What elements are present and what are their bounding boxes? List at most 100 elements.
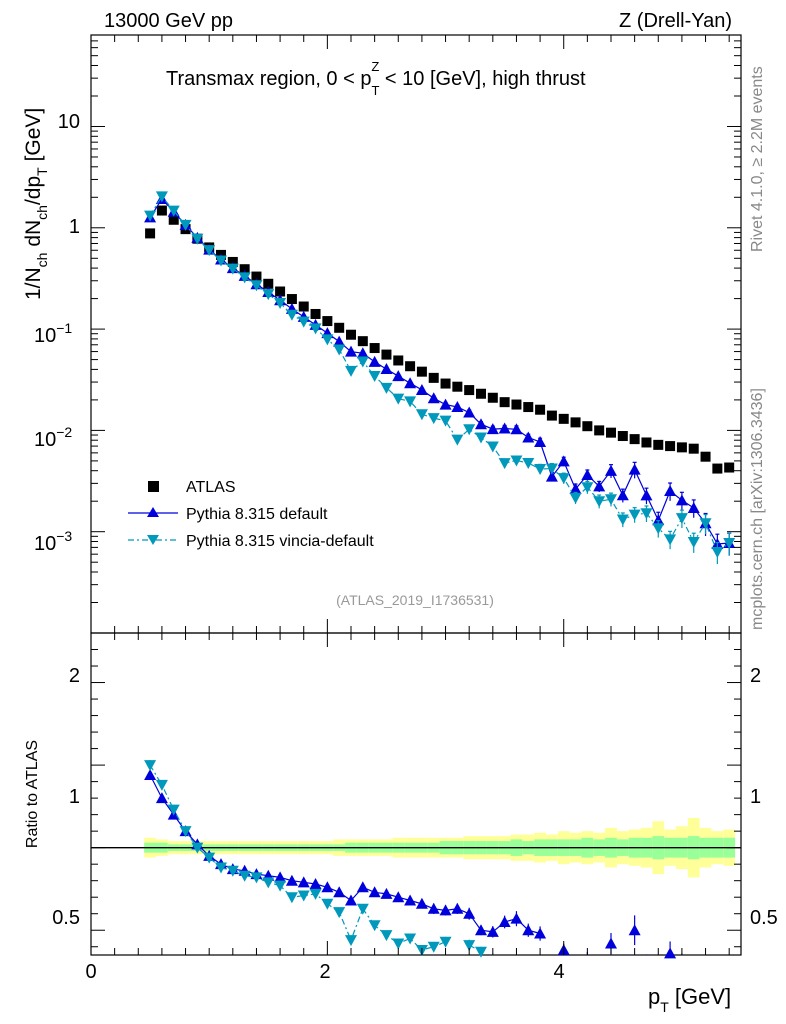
mc-point-vincia	[522, 458, 535, 470]
mc-point-default	[652, 514, 665, 526]
mc-point-default	[333, 335, 346, 347]
mc-ratio-point-vincia	[380, 930, 393, 942]
mc-point-vincia	[380, 382, 393, 394]
mc-point-default	[534, 436, 547, 448]
mc-point-vincia	[687, 536, 700, 548]
mc-point-vincia	[451, 434, 464, 446]
atlas-point	[322, 316, 333, 327]
mc-point-default	[640, 489, 653, 501]
ratio-tick-label-05-left: 0.5	[52, 907, 80, 929]
atlas-point	[464, 385, 475, 396]
mc-point-vincia	[557, 473, 570, 485]
mc-point-vincia	[475, 432, 487, 444]
y-tick-label-1: 1	[69, 216, 80, 238]
mc-point-default	[557, 455, 570, 467]
process-label: Z (Drell-Yan)	[619, 10, 732, 32]
mc-point-vincia	[415, 409, 428, 421]
atlas-point	[653, 439, 664, 450]
mc-point-vincia	[534, 463, 547, 475]
mc-ratio-point-default	[605, 937, 617, 949]
mc-ratio-point-default	[274, 871, 287, 883]
atlas-point	[511, 399, 522, 410]
atlas-point	[145, 228, 156, 239]
mc-point-default	[404, 377, 417, 389]
atlas-point	[369, 343, 380, 354]
legend-label-vincia: Pythia 8.315 vincia-default	[186, 533, 374, 550]
mc-ratio-point-default	[498, 915, 511, 927]
mc-ratio-point-vincia	[321, 898, 334, 910]
mc-point-vincia	[404, 396, 417, 408]
mc-ratio-point-default	[333, 886, 346, 898]
ratio-tick-label-1-left: 1	[69, 786, 80, 808]
mc-ratio-point-default	[439, 904, 452, 916]
atlas-point	[641, 437, 652, 448]
mc-point-vincia	[498, 458, 511, 470]
mc-point-vincia	[297, 316, 310, 328]
mc-ratio-point-vincia	[191, 842, 204, 854]
mc-point-vincia	[203, 245, 216, 257]
mc-point-default	[427, 392, 440, 404]
mc-point-default	[439, 398, 452, 410]
mcplots-label: mcplots.cern.ch [arXiv:1306.3436]	[749, 388, 766, 630]
mc-point-default	[628, 463, 641, 475]
atlas-point	[346, 329, 356, 340]
atlas-point	[606, 427, 616, 438]
mc-point-vincia	[593, 496, 606, 508]
mc-point-default	[415, 383, 428, 395]
mc-ratio-point-vincia	[356, 903, 369, 915]
mc-ratio-point-vincia	[274, 880, 287, 892]
mc-point-vincia	[628, 509, 641, 521]
mc-point-default	[498, 422, 511, 434]
mc-ratio-point-vincia	[226, 865, 239, 877]
atlas-point	[227, 256, 238, 267]
mc-ratio-point-default	[285, 874, 298, 886]
mc-point-vincia	[545, 463, 558, 475]
mc-ratio-point-vincia	[309, 888, 322, 900]
mc-point-vincia	[463, 424, 476, 436]
mc-point-vincia	[392, 393, 405, 405]
mc-ratio-point-default	[345, 894, 357, 906]
mc-point-vincia	[723, 537, 736, 549]
main-y-tick-labels: 10 1 10−1 10−2 10−3	[34, 111, 80, 555]
mc-point-default	[463, 406, 476, 418]
atlas-point	[440, 378, 451, 389]
analysis-id-label: (ATLAS_2019_I1736531)	[336, 592, 494, 608]
mc-point-default	[616, 489, 629, 501]
atlas-point	[523, 402, 534, 413]
atlas-point	[499, 397, 510, 408]
mc-point-vincia	[191, 233, 204, 245]
atlas-point	[286, 294, 297, 305]
mc-ratio-point-vincia	[404, 933, 417, 945]
mc-point-vincia	[605, 494, 617, 506]
legend-label-default: Pythia 8.315 default	[186, 506, 328, 523]
mc-point-vincia	[333, 344, 346, 356]
legend-label-atlas: ATLAS	[186, 479, 236, 496]
mc-point-vincia	[144, 210, 157, 222]
mc-ratio-point-default	[664, 947, 677, 959]
mc-point-vincia	[215, 255, 227, 267]
x-axis-label: pT [GeV]	[648, 984, 731, 1015]
mc-ratio-point-vincia	[345, 935, 357, 947]
atlas-point	[570, 417, 581, 428]
collision-label: 13000 GeV pp	[104, 10, 233, 32]
mc-point-default	[368, 355, 381, 367]
mc-point-default	[675, 494, 688, 506]
atlas-point	[251, 271, 262, 282]
mc-ratio-point-vincia	[427, 941, 440, 953]
atlas-point	[428, 372, 439, 383]
mc-point-vincia	[274, 297, 287, 309]
atlas-point	[700, 451, 711, 462]
ratio-panel	[90, 632, 742, 959]
mc-ratio-point-default	[628, 924, 641, 936]
mc-point-default	[569, 482, 582, 494]
legend-marker-default	[147, 507, 159, 517]
atlas-point	[263, 278, 274, 289]
mc-point-vincia	[250, 280, 263, 292]
atlas-point	[357, 336, 368, 347]
atlas-point	[156, 205, 167, 216]
mc-point-vincia	[652, 523, 665, 535]
mc-point-vincia	[510, 455, 523, 467]
atlas-point	[416, 366, 427, 377]
mc-ratio-point-vincia	[463, 940, 476, 952]
mc-point-vincia	[616, 514, 629, 526]
